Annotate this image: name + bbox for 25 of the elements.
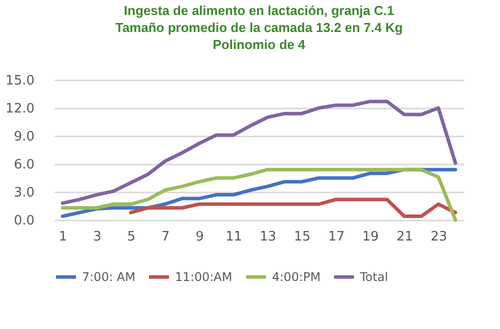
chart-title: Ingesta de alimento en lactación, granja C.1 Tamaño promedio de la camada 13.2 en 7.4 Kg Polinomio de 4 [115, 3, 403, 52]
y-tick-label: 9.0 [14, 130, 34, 144]
x-tick-label: 11 [226, 230, 242, 244]
y-tick-label: 3.0 [14, 186, 34, 200]
x-tick-label: 17 [328, 230, 345, 244]
x-tick-label: 13 [260, 230, 276, 244]
x-tick-label: 21 [396, 230, 413, 244]
x-tick-label: 3 [93, 230, 102, 244]
y-tick-label: 0.0 [14, 214, 34, 228]
x-tick-label: 19 [362, 230, 379, 244]
legend-label: 11:00:AM [175, 270, 232, 284]
legend-label: 7:00: AM [82, 270, 136, 284]
line-series [129, 198, 458, 218]
y-tick-label: 12.0 [6, 102, 34, 116]
x-tick-label: 15 [294, 230, 310, 244]
x-tick-label: 1 [58, 230, 68, 244]
line-series [60, 100, 458, 205]
y-tick-label: 6.0 [14, 158, 34, 172]
x-tick-label: 23 [430, 230, 448, 244]
legend-label: Total [359, 270, 388, 284]
x-tick-label: 7 [161, 230, 170, 244]
legend-label: 4:00:PM [272, 270, 321, 284]
x-tick-label: 5 [127, 230, 136, 244]
x-tick-label: 9 [196, 230, 204, 244]
y-tick-label: 15.0 [6, 74, 34, 88]
